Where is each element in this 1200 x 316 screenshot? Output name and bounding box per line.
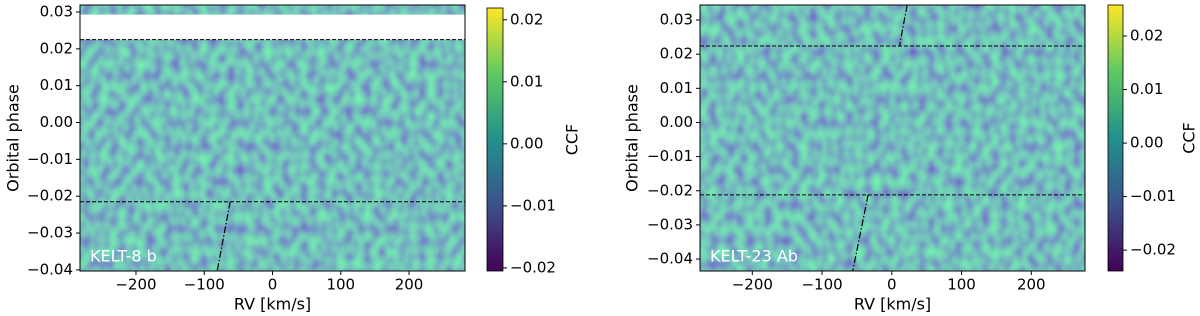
y-tick-label: −0.02 <box>27 187 73 205</box>
y-tick-label: −0.02 <box>647 181 693 199</box>
heatmap-field <box>700 5 1085 271</box>
y-tick-label: −0.01 <box>27 150 73 168</box>
blank-band <box>80 14 465 40</box>
x-tick-label: 0 <box>268 276 278 294</box>
x-tick-label: −100 <box>184 276 225 294</box>
y-tick-label: −0.01 <box>647 147 693 165</box>
y-axis-label: Orbital phase <box>623 84 642 192</box>
colorbar-tick-label: 0.01 <box>1130 80 1163 98</box>
planet-trail <box>852 194 869 272</box>
y-tick-label: −0.03 <box>647 215 693 233</box>
x-axis-label: RV [km/s] <box>234 295 311 314</box>
x-tick-label: 200 <box>1017 276 1046 294</box>
y-tick-label: −0.03 <box>27 224 73 242</box>
colorbar <box>1107 4 1124 272</box>
y-tick-label: 0.02 <box>660 45 693 63</box>
y-tick-label: 0.01 <box>40 76 73 94</box>
x-tick-label: 0 <box>887 276 897 294</box>
colorbar-tick-label: 0.02 <box>1130 27 1163 45</box>
colorbar-tick-label: −0.02 <box>1130 241 1176 259</box>
y-tick-label: 0.03 <box>40 3 73 21</box>
y-tick-label: 0.01 <box>660 79 693 97</box>
y-tick-label: 0.00 <box>40 113 73 131</box>
axes-frame <box>699 4 1086 272</box>
annotation: KELT-8 b <box>90 247 157 266</box>
y-axis-label: Orbital phase <box>4 84 23 192</box>
x-tick-label: 100 <box>947 276 976 294</box>
x-tick-label: −200 <box>732 276 773 294</box>
x-tick-label: −100 <box>801 276 842 294</box>
colorbar-label: CCF <box>563 124 582 156</box>
colorbar-tick-label: 0.00 <box>510 134 543 152</box>
colorbar-label: CCF <box>1180 122 1199 154</box>
x-tick-label: 200 <box>395 276 424 294</box>
y-tick-label: −0.04 <box>647 250 693 268</box>
colorbar-tick-label: −0.02 <box>510 258 556 276</box>
colorbar-tick-label: 0.01 <box>510 72 543 90</box>
x-axis-label: RV [km/s] <box>854 295 931 314</box>
colorbar-tick-label: −0.01 <box>1130 187 1176 205</box>
x-tick-label: 100 <box>326 276 355 294</box>
y-tick-label: 0.02 <box>40 39 73 57</box>
y-tick-label: 0.03 <box>660 11 693 29</box>
colorbar <box>486 7 504 272</box>
y-tick-label: −0.04 <box>27 260 73 278</box>
heatmap-field <box>80 5 465 271</box>
colorbar-tick-label: 0.02 <box>510 10 543 28</box>
annotation: KELT-23 Ab <box>710 247 798 266</box>
planet-trail <box>216 201 231 272</box>
x-tick-label: −200 <box>115 276 156 294</box>
planet-trail <box>898 4 908 47</box>
y-tick-label: 0.00 <box>660 113 693 131</box>
colorbar-tick-label: −0.01 <box>510 196 556 214</box>
colorbar-tick-label: 0.00 <box>1130 134 1163 152</box>
